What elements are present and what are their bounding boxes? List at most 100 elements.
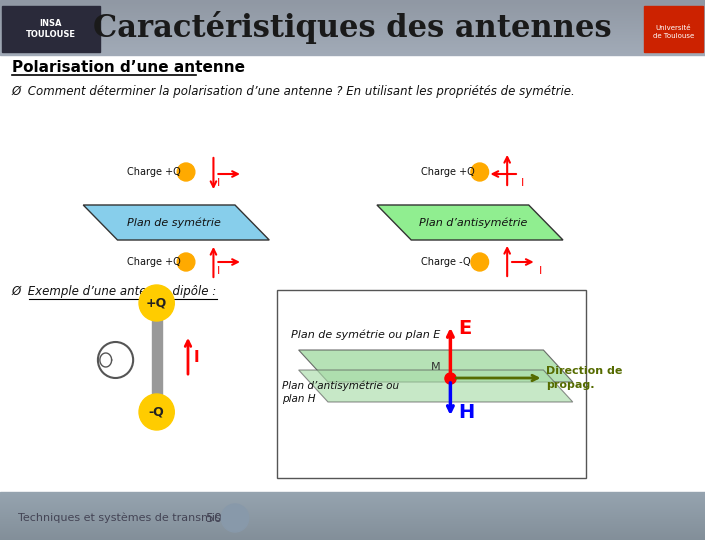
Bar	[0, 504, 705, 505]
Text: I: I	[539, 266, 541, 276]
Bar	[0, 503, 705, 504]
Text: I: I	[217, 266, 220, 276]
Bar	[0, 505, 705, 506]
Bar	[0, 9, 705, 10]
Circle shape	[98, 342, 133, 378]
Bar	[0, 53, 705, 54]
Bar	[0, 45, 705, 46]
Text: Techniques et systèmes de transmission: Techniques et systèmes de transmission	[17, 513, 243, 523]
Bar	[0, 21, 705, 22]
Bar	[0, 502, 705, 503]
Bar	[0, 536, 705, 537]
Bar	[0, 515, 705, 516]
Bar	[0, 32, 705, 33]
Text: Plan d’antisymétrie: Plan d’antisymétrie	[419, 218, 527, 228]
Text: Plan de symétrie ou plan E: Plan de symétrie ou plan E	[291, 330, 440, 340]
Text: Université
de Toulouse: Université de Toulouse	[653, 25, 694, 38]
Bar	[0, 29, 705, 30]
Polygon shape	[299, 350, 573, 382]
Bar	[0, 27, 705, 28]
Bar	[0, 530, 705, 531]
Polygon shape	[377, 205, 563, 240]
Bar	[0, 17, 705, 18]
Text: Direction de
propag.: Direction de propag.	[546, 367, 623, 389]
Bar	[0, 44, 705, 45]
Bar	[0, 34, 705, 35]
Bar	[0, 492, 705, 493]
Bar	[0, 51, 705, 52]
Text: I: I	[521, 178, 524, 188]
Bar	[0, 501, 705, 502]
Bar	[0, 508, 705, 509]
Bar	[0, 28, 705, 29]
Bar	[0, 52, 705, 53]
Polygon shape	[299, 370, 573, 402]
Bar	[0, 50, 705, 51]
Bar	[0, 493, 705, 494]
Bar	[0, 535, 705, 536]
Bar	[0, 510, 705, 511]
Bar	[0, 3, 705, 4]
Bar	[0, 10, 705, 11]
Bar	[0, 24, 705, 25]
Bar	[0, 511, 705, 512]
Bar	[0, 30, 705, 31]
Bar	[0, 532, 705, 533]
Bar	[0, 6, 705, 7]
Bar	[0, 512, 705, 513]
Bar	[0, 520, 705, 521]
Bar	[0, 5, 705, 6]
Text: -Q: -Q	[149, 406, 165, 419]
Text: I: I	[194, 349, 199, 364]
Text: M: M	[431, 362, 441, 372]
Bar	[0, 526, 705, 527]
Bar	[0, 48, 705, 49]
Bar	[0, 20, 705, 21]
Bar	[0, 538, 705, 539]
Bar	[0, 499, 705, 500]
Bar	[0, 498, 705, 499]
Bar	[0, 507, 705, 508]
Bar	[0, 537, 705, 538]
Bar	[0, 0, 705, 1]
Bar	[0, 518, 705, 519]
Bar	[0, 525, 705, 526]
Bar	[277, 290, 585, 478]
Bar	[0, 7, 705, 8]
Text: Charge +Q: Charge +Q	[421, 167, 474, 177]
Bar	[0, 23, 705, 24]
Bar	[0, 533, 705, 534]
Text: Ø  Exemple d’une antenne dipôle :: Ø Exemple d’une antenne dipôle :	[12, 286, 217, 299]
Bar	[0, 528, 705, 529]
Text: Ø  Comment déterminer la polarisation d’une antenne ? En utilisant les propriété: Ø Comment déterminer la polarisation d’u…	[12, 84, 575, 98]
Bar	[0, 509, 705, 510]
Bar	[0, 496, 705, 497]
Text: Caractéristiques des antennes: Caractéristiques des antennes	[93, 10, 612, 44]
Bar	[0, 31, 705, 32]
Bar	[0, 19, 705, 20]
Bar	[0, 26, 705, 27]
Bar	[0, 22, 705, 23]
Bar	[0, 534, 705, 535]
Bar	[0, 516, 705, 517]
Text: Charge +Q: Charge +Q	[127, 257, 181, 267]
Bar	[0, 8, 705, 9]
Circle shape	[221, 504, 248, 532]
Bar	[0, 12, 705, 13]
Bar	[0, 15, 705, 16]
Bar	[0, 500, 705, 501]
Bar	[0, 514, 705, 515]
Bar	[0, 49, 705, 50]
Bar	[0, 531, 705, 532]
Text: Plan de symétrie: Plan de symétrie	[127, 218, 221, 228]
Bar	[0, 519, 705, 520]
Bar	[152, 310, 161, 405]
Bar	[0, 497, 705, 498]
Bar	[0, 513, 705, 514]
Circle shape	[471, 163, 489, 181]
Bar	[0, 25, 705, 26]
Text: Charge +Q: Charge +Q	[127, 167, 181, 177]
Text: E: E	[458, 319, 472, 338]
Text: +Q: +Q	[146, 296, 167, 309]
Bar	[0, 41, 705, 42]
